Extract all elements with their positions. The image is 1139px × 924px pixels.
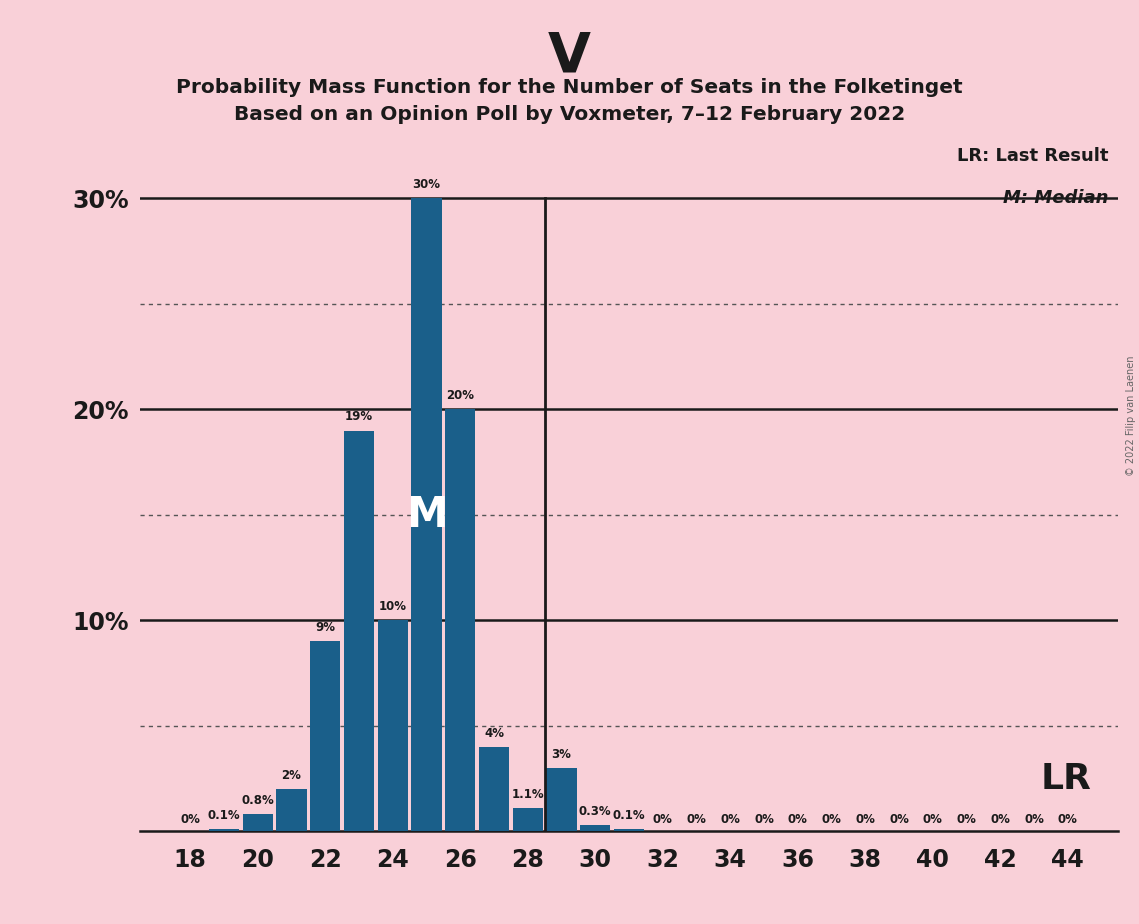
Bar [344,431,375,832]
Text: LR: LR [1040,761,1091,796]
Text: Probability Mass Function for the Number of Seats in the Folketinget: Probability Mass Function for the Number… [177,78,962,97]
Bar [310,641,341,832]
Text: 20%: 20% [446,389,474,402]
Bar [411,199,442,832]
Text: 0%: 0% [1058,813,1077,826]
Text: 30%: 30% [412,178,441,191]
Text: 0%: 0% [821,813,842,826]
Bar [580,825,611,832]
Text: 0%: 0% [180,813,200,826]
Text: 1.1%: 1.1% [511,788,544,801]
Text: 0%: 0% [890,813,909,826]
Bar [277,789,306,832]
Text: 0%: 0% [855,813,875,826]
Text: 10%: 10% [379,600,407,613]
Text: 0%: 0% [687,813,706,826]
Bar [243,814,273,832]
Text: 0.3%: 0.3% [579,805,612,818]
Bar [478,747,509,832]
Text: 0.1%: 0.1% [207,808,240,821]
Text: 19%: 19% [345,410,374,423]
Text: M: M [405,494,448,536]
Text: 0%: 0% [653,813,673,826]
Bar [547,768,576,832]
Text: 0%: 0% [957,813,976,826]
Bar [445,409,475,832]
Text: 0%: 0% [990,813,1010,826]
Bar [513,808,543,832]
Bar [378,620,408,832]
Text: 3%: 3% [551,748,572,760]
Text: V: V [548,30,591,83]
Text: LR: Last Result: LR: Last Result [957,147,1108,165]
Text: 0%: 0% [720,813,740,826]
Text: 2%: 2% [281,769,302,782]
Bar [614,829,645,832]
Text: 4%: 4% [484,726,505,739]
Bar [208,829,239,832]
Text: © 2022 Filip van Laenen: © 2022 Filip van Laenen [1126,356,1136,476]
Text: 0%: 0% [923,813,943,826]
Text: 0%: 0% [754,813,773,826]
Text: M: Median: M: Median [1002,189,1108,207]
Text: 0.8%: 0.8% [241,794,274,807]
Text: 0%: 0% [788,813,808,826]
Text: 9%: 9% [316,621,335,634]
Text: Based on an Opinion Poll by Voxmeter, 7–12 February 2022: Based on an Opinion Poll by Voxmeter, 7–… [233,105,906,125]
Text: 0.1%: 0.1% [613,808,646,821]
Text: 0%: 0% [1024,813,1043,826]
